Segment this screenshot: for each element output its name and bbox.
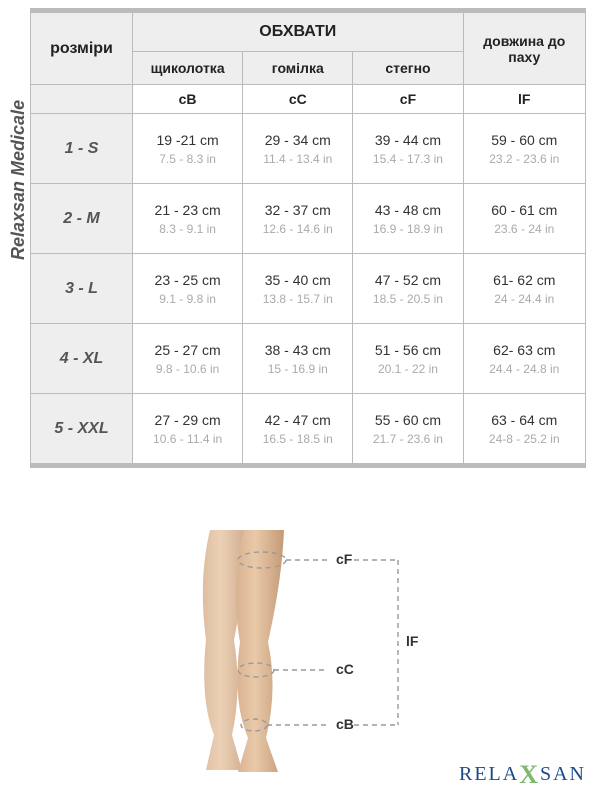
cell-calf: 42 - 47 cm 16.5 - 18.5 in [243,394,353,464]
value-cm: 55 - 60 cm [355,412,460,428]
value-cm: 23 - 25 cm [135,272,240,288]
value-cm: 35 - 40 cm [245,272,350,288]
value-in: 8.3 - 9.1 in [135,222,240,236]
code-calf: cC [243,85,353,114]
value-cm: 38 - 43 cm [245,342,350,358]
value-cm: 63 - 64 cm [466,412,583,428]
value-cm: 19 -21 cm [135,132,240,148]
cell-calf: 29 - 34 cm 11.4 - 13.4 in [243,114,353,184]
value-in: 18.5 - 20.5 in [355,292,460,306]
code-ankle: cB [133,85,243,114]
cell-calf: 32 - 37 cm 12.6 - 14.6 in [243,184,353,254]
label-cc: cC [336,661,354,677]
value-cm: 61- 62 cm [466,272,583,288]
cell-thigh: 47 - 52 cm 18.5 - 20.5 in [353,254,463,324]
value-cm: 47 - 52 cm [355,272,460,288]
value-in: 16.9 - 18.9 in [355,222,460,236]
logo-pre: RELA [459,763,519,785]
value-cm: 42 - 47 cm [245,412,350,428]
value-in: 13.8 - 15.7 in [245,292,350,306]
header-ankle: щиколотка [133,52,243,85]
cell-length: 59 - 60 cm 23.2 - 23.6 in [463,114,585,184]
header-length: довжина до паху [463,13,585,85]
cell-length: 63 - 64 cm 24-8 - 25.2 in [463,394,585,464]
cell-length: 61- 62 cm 24 - 24.4 in [463,254,585,324]
size-label: 2 - M [31,184,133,254]
label-lf: lF [406,633,419,649]
size-label: 4 - XL [31,324,133,394]
logo-x: X [519,760,540,789]
size-label: 1 - S [31,114,133,184]
cell-length: 62- 63 cm 24.4 - 24.8 in [463,324,585,394]
value-in: 23.2 - 23.6 in [466,152,583,166]
value-cm: 25 - 27 cm [135,342,240,358]
logo-post: SAN [540,763,586,785]
label-cf: cF [336,551,353,567]
cell-thigh: 43 - 48 cm 16.9 - 18.9 in [353,184,463,254]
value-cm: 39 - 44 cm [355,132,460,148]
cell-ankle: 25 - 27 cm 9.8 - 10.6 in [133,324,243,394]
value-cm: 29 - 34 cm [245,132,350,148]
header-calf: гомілка [243,52,353,85]
value-cm: 62- 63 cm [466,342,583,358]
cell-ankle: 27 - 29 cm 10.6 - 11.4 in [133,394,243,464]
value-in: 20.1 - 22 in [355,362,460,376]
value-in: 24.4 - 24.8 in [466,362,583,376]
value-cm: 51 - 56 cm [355,342,460,358]
value-cm: 60 - 61 cm [466,202,583,218]
value-in: 12.6 - 14.6 in [245,222,350,236]
code-length: lF [463,85,585,114]
cell-ankle: 21 - 23 cm 8.3 - 9.1 in [133,184,243,254]
value-in: 15 - 16.9 in [245,362,350,376]
value-in: 24-8 - 25.2 in [466,432,583,446]
value-in: 9.8 - 10.6 in [135,362,240,376]
value-in: 21.7 - 23.6 in [355,432,460,446]
header-thigh: стегно [353,52,463,85]
size-label: 3 - L [31,254,133,324]
cell-thigh: 55 - 60 cm 21.7 - 23.6 in [353,394,463,464]
label-cb: cB [336,716,354,732]
header-sizes: розміри [31,13,133,85]
table-row: 2 - M21 - 23 cm 8.3 - 9.1 in 32 - 37 cm 12.… [31,184,586,254]
cell-thigh: 39 - 44 cm 15.4 - 17.3 in [353,114,463,184]
leg-measurement-diagram: cF cC cB lF [150,530,460,775]
header-circumferences: ОБХВАТИ [133,13,464,52]
table-row: 5 - XXL27 - 29 cm10.6 - 11.4 in42 - 47 c… [31,394,586,464]
brand-logo: RELAXSAN [459,760,586,790]
value-cm: 59 - 60 cm [466,132,583,148]
cell-calf: 38 - 43 cm 15 - 16.9 in [243,324,353,394]
cell-ankle: 19 -21 cm 7.5 - 8.3 in [133,114,243,184]
value-in: 9.1 - 9.8 in [135,292,240,306]
size-table-container: розміри ОБХВАТИ довжина до паху щиколотк… [30,8,586,468]
brand-side-label: Relaxsan Medicale [8,100,29,260]
size-table: розміри ОБХВАТИ довжина до паху щиколотк… [30,12,586,464]
value-cm: 43 - 48 cm [355,202,460,218]
value-cm: 27 - 29 cm [135,412,240,428]
table-row: 1 - S19 -21 cm 7.5 - 8.3 in 29 - 34 cm 11.4… [31,114,586,184]
table-row: 3 - L23 - 25 cm 9.1 - 9.8 in 35 - 40 cm 13.… [31,254,586,324]
value-cm: 32 - 37 cm [245,202,350,218]
value-in: 15.4 - 17.3 in [355,152,460,166]
value-in: 11.4 - 13.4 in [245,152,350,166]
cell-thigh: 51 - 56 cm 20.1 - 22 in [353,324,463,394]
value-in: 7.5 - 8.3 in [135,152,240,166]
size-label: 5 - XXL [31,394,133,464]
cell-ankle: 23 - 25 cm 9.1 - 9.8 in [133,254,243,324]
value-in: 24 - 24.4 in [466,292,583,306]
value-in: 16.5 - 18.5 in [245,432,350,446]
value-in: 10.6 - 11.4 in [135,432,240,446]
cell-calf: 35 - 40 cm 13.8 - 15.7 in [243,254,353,324]
value-cm: 21 - 23 cm [135,202,240,218]
value-in: 23.6 - 24 in [466,222,583,236]
code-thigh: cF [353,85,463,114]
table-row: 4 - XL25 - 27 cm 9.8 - 10.6 in 38 - 43 cm 1… [31,324,586,394]
cell-length: 60 - 61 cm 23.6 - 24 in [463,184,585,254]
